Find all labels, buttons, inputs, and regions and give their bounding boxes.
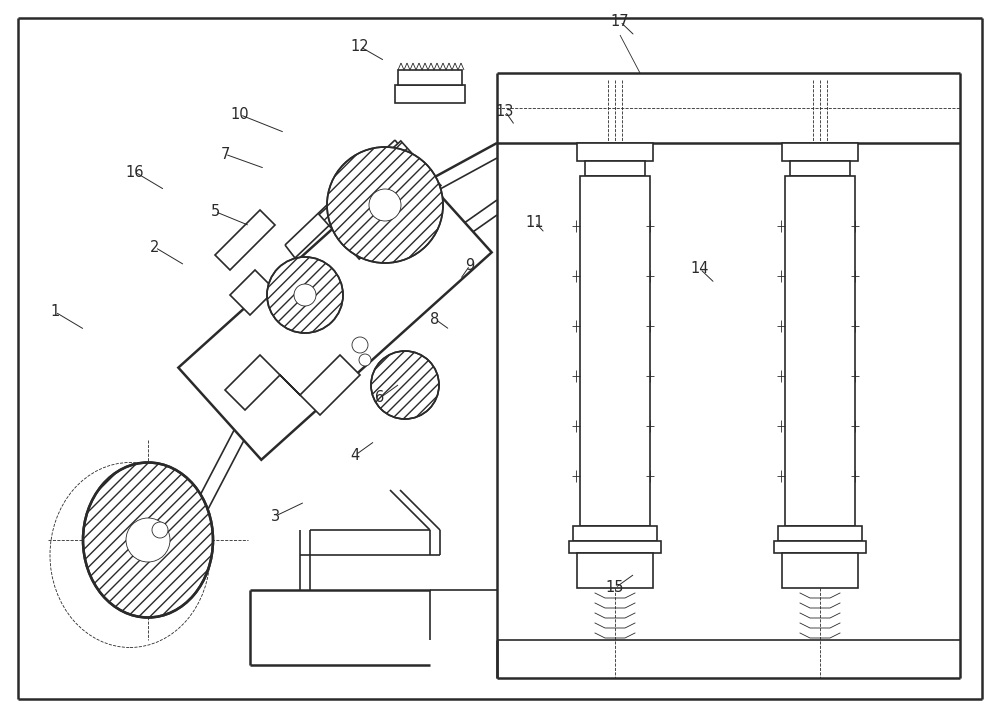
Text: 4: 4: [350, 448, 360, 462]
Polygon shape: [178, 160, 492, 460]
Text: 12: 12: [351, 39, 369, 54]
Circle shape: [126, 518, 170, 562]
Bar: [785, 176, 855, 526]
Bar: [782, 143, 858, 161]
Bar: [395, 85, 465, 103]
Text: 5: 5: [210, 204, 220, 219]
Bar: [580, 176, 650, 526]
Circle shape: [371, 351, 439, 419]
Circle shape: [267, 257, 343, 333]
Polygon shape: [225, 355, 360, 415]
Bar: [577, 553, 653, 588]
Polygon shape: [230, 270, 315, 315]
Text: 13: 13: [496, 104, 514, 118]
Circle shape: [359, 354, 371, 366]
Bar: [577, 143, 653, 161]
Text: 17: 17: [611, 14, 629, 29]
Bar: [569, 541, 661, 553]
Circle shape: [352, 337, 368, 353]
Text: 9: 9: [465, 258, 475, 272]
Bar: [585, 161, 645, 176]
Polygon shape: [230, 270, 315, 315]
Circle shape: [369, 189, 401, 221]
Text: 1: 1: [50, 305, 60, 319]
Polygon shape: [215, 210, 275, 270]
Bar: [774, 541, 866, 553]
Polygon shape: [319, 141, 441, 259]
Circle shape: [152, 522, 168, 538]
Text: 15: 15: [606, 581, 624, 595]
Circle shape: [327, 147, 443, 263]
Bar: [573, 526, 657, 541]
Text: 11: 11: [526, 215, 544, 229]
Polygon shape: [178, 160, 492, 460]
Text: 3: 3: [270, 509, 280, 523]
Text: 10: 10: [231, 108, 249, 122]
Bar: [398, 70, 462, 85]
Text: 7: 7: [220, 147, 230, 161]
Circle shape: [294, 284, 316, 306]
Bar: [778, 526, 862, 541]
Text: 14: 14: [691, 262, 709, 276]
Ellipse shape: [83, 462, 213, 617]
Text: 8: 8: [430, 312, 440, 326]
Bar: [790, 161, 850, 176]
Text: 2: 2: [150, 240, 160, 255]
Bar: [782, 553, 858, 588]
Text: 16: 16: [126, 165, 144, 179]
Text: 6: 6: [375, 391, 385, 405]
